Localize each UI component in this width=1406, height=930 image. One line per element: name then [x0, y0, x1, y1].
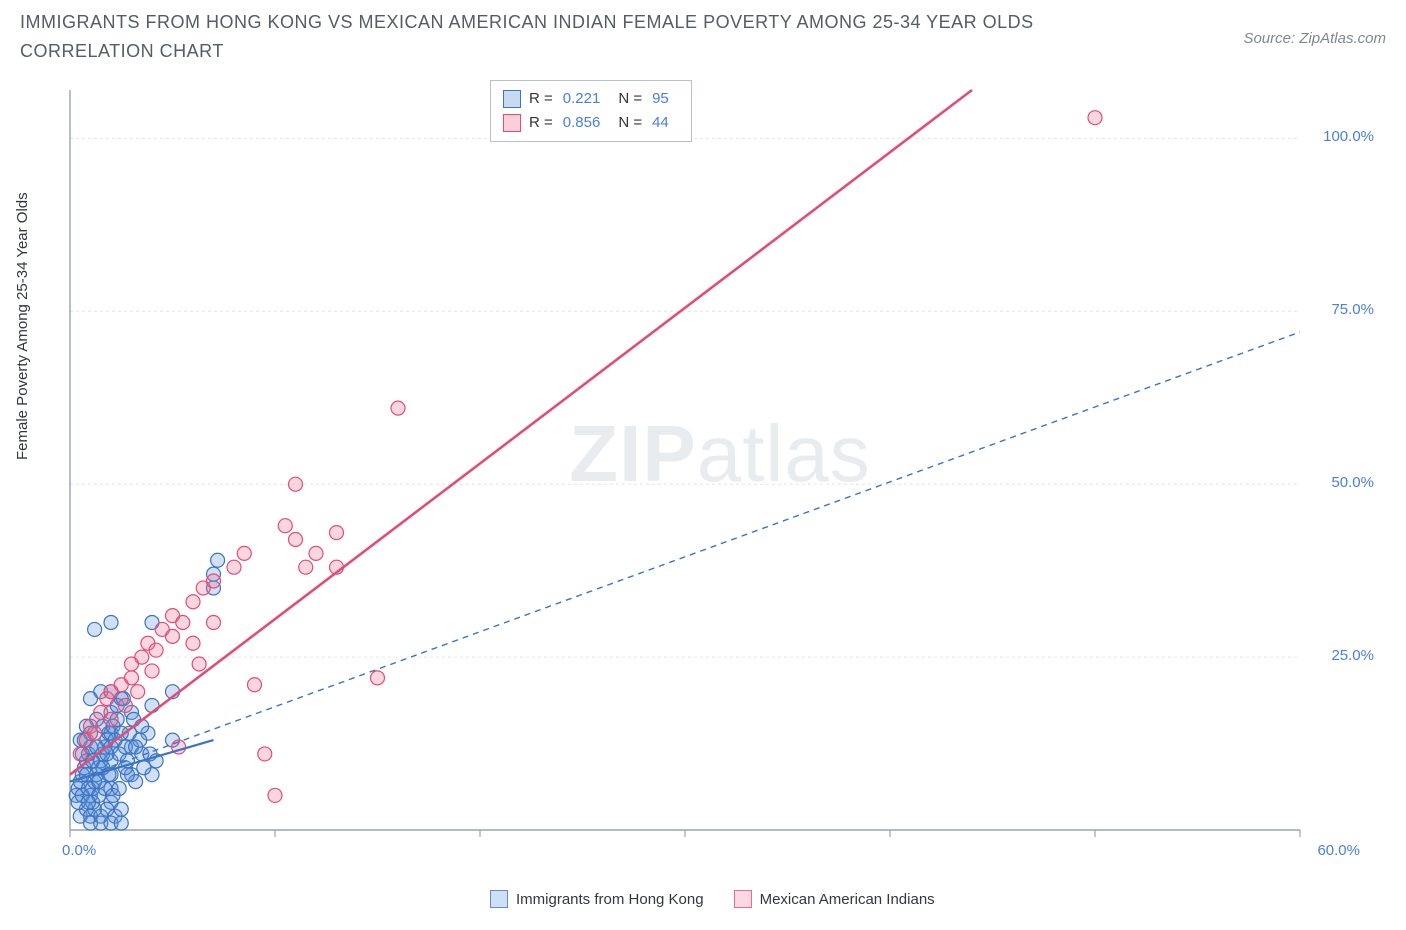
r-label: R =: [529, 87, 553, 111]
chart-title: IMMIGRANTS FROM HONG KONG VS MEXICAN AME…: [20, 8, 1120, 66]
r-value-series2: 0.856: [563, 111, 601, 135]
legend-label-series1: Immigrants from Hong Kong: [516, 891, 704, 908]
swatch-series2: [503, 114, 521, 132]
y-axis-label: Female Poverty Among 25-34 Year Olds: [14, 192, 31, 460]
n-label: N =: [618, 87, 642, 111]
legend-item-series1: Immigrants from Hong Kong: [490, 890, 704, 908]
y-tick-label: 25.0%: [1331, 647, 1374, 664]
r-value-series1: 0.221: [563, 87, 601, 111]
swatch-series1: [503, 90, 521, 108]
legend-row-series1: R = 0.221 N = 95: [503, 87, 679, 111]
legend-row-series2: R = 0.856 N = 44: [503, 111, 679, 135]
legend-label-series2: Mexican American Indians: [760, 891, 935, 908]
swatch-series1: [490, 890, 508, 908]
x-tick-label: 0.0%: [62, 842, 96, 859]
swatch-series2: [734, 890, 752, 908]
y-tick-label: 75.0%: [1331, 301, 1374, 318]
legend-series: Immigrants from Hong Kong Mexican Americ…: [490, 890, 935, 908]
n-value-series1: 95: [652, 87, 669, 111]
source-attribution: Source: ZipAtlas.com: [1243, 8, 1386, 47]
r-label: R =: [529, 111, 553, 135]
legend-statistics: R = 0.221 N = 95 R = 0.856 N = 44: [490, 80, 692, 142]
y-tick-label: 50.0%: [1331, 474, 1374, 491]
n-value-series2: 44: [652, 111, 669, 135]
n-label: N =: [618, 111, 642, 135]
legend-item-series2: Mexican American Indians: [734, 890, 935, 908]
y-tick-label: 100.0%: [1323, 128, 1374, 145]
scatter-plot: [60, 80, 1380, 860]
chart-area: ZIPatlas R = 0.221 N = 95 R = 0.856 N = …: [60, 80, 1380, 860]
x-tick-label: 60.0%: [1317, 842, 1360, 859]
